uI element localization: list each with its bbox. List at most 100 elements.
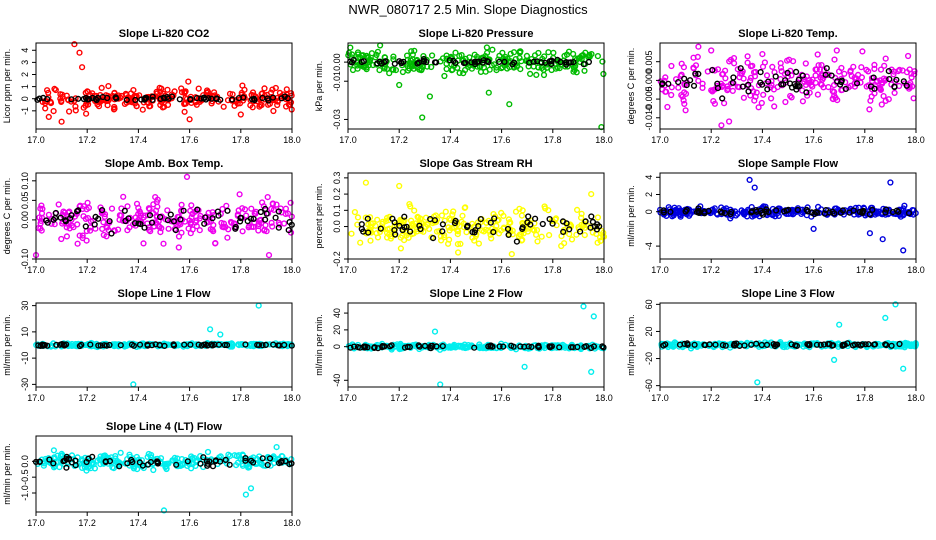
- x-tick-label: 17.4: [130, 393, 148, 403]
- data-point-outlier: [725, 118, 733, 125]
- data-point: [83, 341, 91, 349]
- data-point: [193, 341, 200, 348]
- x-tick-label: 17.2: [78, 393, 96, 403]
- data-point-outlier: [900, 365, 907, 372]
- data-point-reference: [50, 216, 57, 223]
- data-point-outlier: [695, 43, 702, 50]
- data-point-reference: [596, 223, 603, 230]
- data-point: [269, 201, 276, 208]
- data-point-reference: [117, 342, 124, 349]
- data-point-reference: [866, 211, 873, 218]
- data-point: [443, 60, 450, 67]
- data-point-outlier: [708, 47, 715, 54]
- x-tick-label: 18.0: [283, 265, 301, 275]
- x-tick-label: 17.0: [339, 135, 357, 145]
- x-tick-label: 18.0: [283, 135, 301, 145]
- data-point: [833, 47, 840, 54]
- plot-title: Slope Gas Stream RH: [419, 158, 532, 170]
- data-point-reference: [250, 459, 257, 466]
- data-point: [566, 231, 573, 238]
- data-point: [416, 345, 423, 353]
- x-tick-label: 17.6: [181, 393, 199, 403]
- data-point: [154, 196, 161, 203]
- data-point: [548, 66, 555, 74]
- plot-frame: [35, 172, 293, 260]
- data-point-reference: [527, 221, 534, 228]
- data-point: [460, 70, 467, 77]
- data-point: [668, 62, 675, 70]
- y-tick-label: -0.10: [20, 249, 30, 270]
- data-point: [515, 233, 522, 240]
- data-point: [74, 221, 81, 228]
- data-point: [181, 108, 188, 115]
- data-point: [519, 207, 526, 214]
- data-point: [720, 100, 728, 107]
- x-tick-label: 17.8: [232, 265, 250, 275]
- data-point: [204, 448, 212, 456]
- data-point: [808, 78, 815, 86]
- data-point-reference: [180, 207, 187, 214]
- data-point-outlier: [431, 328, 439, 335]
- data-point-reference: [98, 207, 106, 214]
- data-point-reference: [719, 342, 727, 349]
- data-point-reference: [251, 96, 258, 104]
- y-axis-label: ml/min per min.: [626, 185, 636, 247]
- data-point: [833, 205, 840, 212]
- data-point: [45, 211, 53, 218]
- data-point-reference: [452, 59, 459, 67]
- x-tick-label: 17.2: [390, 135, 408, 145]
- data-point-reference: [360, 58, 367, 65]
- data-point-reference: [275, 224, 282, 231]
- data-point-reference: [94, 94, 102, 102]
- data-point-reference: [68, 96, 75, 103]
- x-tick-label: 17.2: [78, 135, 96, 145]
- data-point-outlier: [866, 230, 874, 237]
- data-point: [171, 454, 178, 462]
- data-point: [253, 455, 261, 463]
- data-point: [422, 223, 429, 230]
- data-point-reference: [242, 341, 249, 348]
- data-point: [153, 88, 160, 96]
- x-tick-label: 17.8: [544, 135, 562, 145]
- data-point-reference: [170, 218, 178, 225]
- data-point: [450, 343, 457, 350]
- plot-title: Slope Li-820 CO2: [119, 28, 209, 40]
- data-point-reference: [585, 58, 593, 66]
- data-point-reference: [235, 94, 243, 102]
- data-point: [45, 89, 52, 96]
- data-point: [252, 210, 259, 217]
- y-tick-label: 0.05: [20, 192, 30, 210]
- data-point-reference: [464, 223, 471, 231]
- data-point: [829, 95, 837, 103]
- data-point-reference: [217, 458, 224, 465]
- data-points: [34, 41, 295, 125]
- data-point-reference: [351, 343, 358, 350]
- data-point: [530, 226, 537, 233]
- y-tick-label: -1.0: [20, 485, 30, 501]
- data-point-reference: [517, 343, 524, 350]
- data-point: [287, 199, 294, 206]
- x-tick-label: 17.2: [78, 518, 96, 528]
- data-point: [891, 89, 898, 97]
- data-point-reference: [82, 94, 90, 102]
- data-point-reference: [95, 342, 102, 349]
- data-point-reference: [885, 67, 892, 75]
- data-point: [771, 103, 778, 110]
- x-tick-label: 17.8: [856, 265, 874, 275]
- data-point-reference: [264, 461, 271, 469]
- data-point: [539, 55, 546, 63]
- data-point-reference: [757, 79, 764, 86]
- data-point-outlier: [437, 381, 444, 388]
- plot-frame: [659, 42, 917, 130]
- y-axis-label: kPa per min.: [314, 61, 324, 112]
- data-point: [505, 216, 513, 223]
- data-point-outlier: [810, 225, 817, 233]
- data-point: [95, 103, 103, 110]
- data-point-reference: [75, 207, 82, 214]
- data-point: [231, 452, 238, 459]
- data-point: [37, 205, 44, 212]
- plot-panel: Slope Li-820 CO2 Licor ppm per min. 17.0 17…: [2, 28, 301, 145]
- data-point: [719, 71, 726, 78]
- data-point: [535, 49, 542, 57]
- data-point-reference: [803, 89, 810, 96]
